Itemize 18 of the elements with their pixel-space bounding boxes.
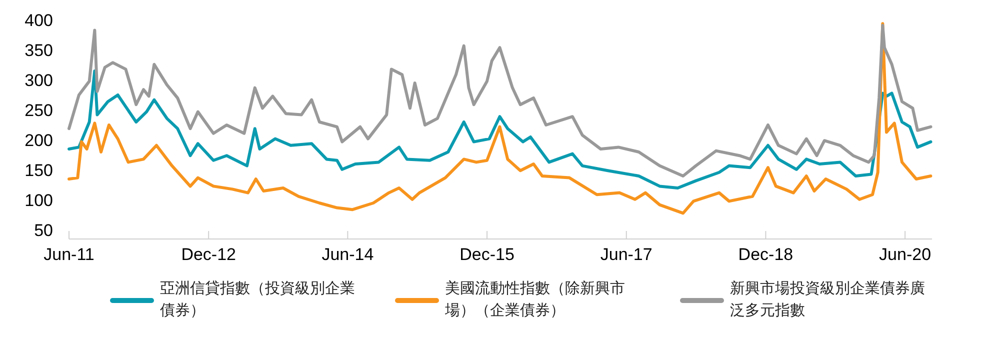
y-tick-label: 200 [24, 131, 53, 150]
y-tick-label: 100 [24, 191, 53, 210]
y-tick-label: 400 [24, 11, 53, 30]
y-tick-label: 50 [34, 221, 53, 240]
legend-label: 新興市場投資級別企業債券廣泛多元指數 [730, 279, 926, 321]
x-tick-label: Jun-20 [879, 245, 932, 264]
x-tick-label: Dec-18 [738, 245, 794, 264]
legend-label: 美國流動性指數（除新興市場）（企業債券） [445, 279, 626, 321]
y-tick-label: 300 [24, 71, 53, 90]
y-tick-label: 150 [24, 161, 53, 180]
y-tick-label: 350 [24, 41, 53, 60]
x-tick-label: Dec-12 [181, 245, 236, 264]
x-tick-label: Dec-15 [460, 245, 514, 264]
y-tick-label: 250 [24, 101, 53, 120]
legend-label: 亞洲信貸指數（投資級別企業債券） [160, 279, 356, 321]
x-tick-label: Jun-14 [322, 245, 374, 264]
x-tick-label: Jun-17 [600, 245, 652, 264]
x-tick-label: Jun-11 [44, 245, 94, 264]
